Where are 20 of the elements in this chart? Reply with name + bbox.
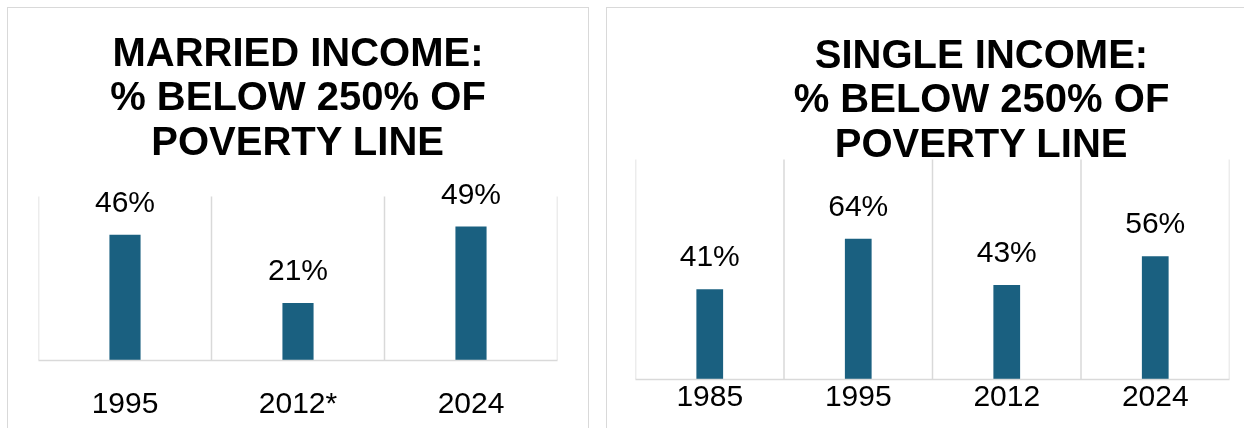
x-tick-label: 1985	[676, 378, 744, 412]
bar	[993, 284, 1021, 380]
x-tick-label: 2024	[437, 385, 505, 419]
chart-title: SINGLE INCOME: % BELOW 250% OF POVERTY LINE	[793, 31, 1170, 165]
x-tick-label: 1995	[91, 385, 159, 419]
data-label: 56%	[1125, 206, 1186, 240]
x-tick-label: 2012*	[258, 385, 338, 419]
bar	[844, 238, 872, 380]
data-label: 49%	[440, 176, 502, 210]
bar	[1141, 256, 1169, 380]
bar	[696, 289, 724, 380]
x-tick-label: 2024	[1121, 378, 1189, 412]
x-tick-label: 1995	[824, 378, 892, 412]
data-label: 41%	[679, 239, 740, 273]
chart-title: MARRIED INCOME: % BELOW 250% OF POVERTY LINE	[110, 29, 486, 163]
data-label: 21%	[267, 253, 329, 287]
x-tick-label: 2012	[973, 378, 1041, 412]
data-label: 64%	[828, 188, 889, 222]
data-label: 46%	[94, 184, 156, 218]
data-label: 43%	[976, 234, 1037, 268]
